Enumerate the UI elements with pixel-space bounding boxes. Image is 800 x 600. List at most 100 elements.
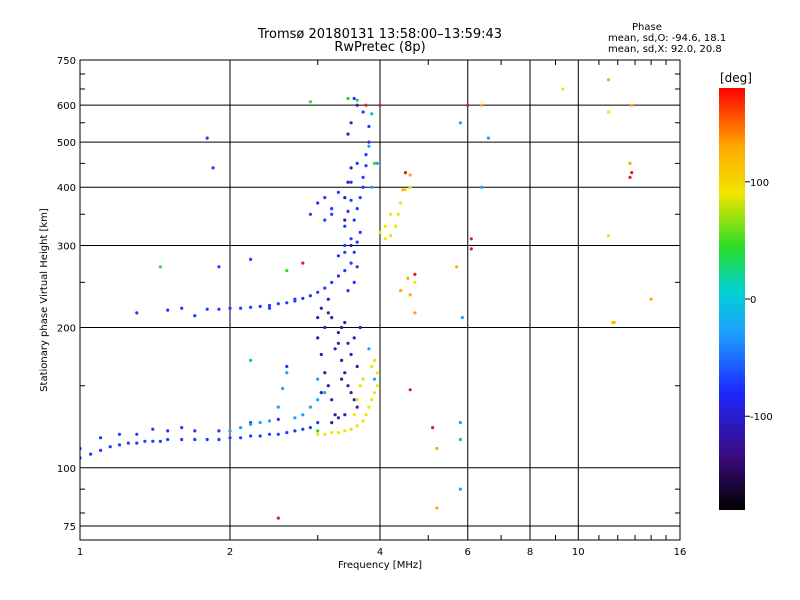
scatter-point — [323, 325, 327, 330]
scatter-point — [293, 429, 297, 433]
scatter-point — [217, 429, 221, 433]
scatter-point — [249, 434, 253, 438]
scatter-point — [389, 212, 393, 216]
scatter-point — [458, 421, 462, 425]
scatter-point — [308, 294, 312, 298]
scatter-point — [340, 377, 344, 381]
scatter-point — [228, 306, 232, 310]
scatter-point — [308, 212, 312, 216]
scatter-point — [346, 289, 350, 293]
scatter-point — [394, 224, 398, 228]
scatter-point — [323, 286, 327, 290]
scatter-point — [343, 320, 347, 325]
scatter-point — [301, 413, 305, 417]
scatter-point — [135, 432, 139, 436]
scatter-point — [308, 405, 312, 409]
scatter-point — [355, 424, 359, 428]
scatter-point — [336, 331, 340, 335]
scatter-point — [330, 280, 334, 284]
scatter-point — [319, 306, 323, 310]
scatter-point — [301, 427, 305, 431]
scatter-point — [326, 311, 330, 315]
scatter-point — [217, 307, 221, 311]
scatter-point — [308, 426, 312, 430]
y-tick-label: 100 — [57, 464, 76, 475]
x-axis-label: Frequency [MHz] — [338, 560, 422, 571]
scatter-point — [249, 358, 253, 362]
scatter-point — [355, 103, 359, 107]
scatter-point — [403, 188, 408, 192]
scatter-point — [343, 413, 347, 417]
scatter-point — [126, 441, 130, 445]
scatter-point — [249, 305, 253, 309]
scatter-points — [80, 78, 653, 520]
scatter-point — [330, 212, 334, 216]
scatter-point — [367, 140, 371, 144]
y-tick-label: 200 — [57, 324, 76, 335]
scatter-point — [361, 175, 365, 179]
scatter-point — [378, 230, 382, 234]
x-tick-label: 2 — [227, 547, 233, 558]
scatter-point — [239, 306, 243, 310]
scatter-point — [323, 218, 327, 222]
scatter-point — [408, 388, 412, 392]
scatter-point — [364, 103, 368, 107]
scatter-point — [180, 437, 184, 442]
scatter-point — [336, 341, 340, 345]
scatter-point — [346, 341, 350, 345]
colorbar-ticks: 100 0 -100 — [745, 178, 773, 423]
scatter-point — [135, 311, 139, 315]
scatter-point — [336, 416, 340, 420]
scatter-point — [352, 413, 356, 417]
scatter-point — [349, 427, 353, 431]
x-tick-label: 10 — [572, 547, 585, 558]
scatter-point — [364, 153, 368, 157]
scatter-point — [383, 224, 387, 228]
scatter-point — [99, 436, 103, 440]
scatter-point — [205, 307, 209, 311]
scatter-point — [349, 180, 353, 184]
scatter-point — [336, 190, 340, 194]
scatter-point — [431, 426, 435, 430]
scatter-point — [612, 320, 616, 325]
scatter-point — [361, 377, 365, 381]
scatter-point — [281, 386, 285, 391]
scatter-point — [205, 437, 209, 442]
scatter-point — [330, 398, 334, 402]
scatter-point — [370, 112, 374, 116]
scatter-point — [323, 391, 327, 395]
scatter-point — [333, 413, 337, 417]
scatter-point — [370, 398, 374, 402]
scatter-point — [166, 437, 170, 442]
scatter-point — [135, 441, 139, 445]
scatter-point — [606, 110, 611, 114]
scatter-point — [346, 209, 350, 213]
scatter-point — [355, 161, 359, 165]
scatter-point — [401, 188, 405, 192]
scatter-point — [352, 280, 356, 284]
scatter-point — [486, 136, 490, 140]
scatter-point — [349, 198, 353, 202]
scatter-point — [319, 391, 323, 395]
scatter-point — [364, 164, 368, 168]
scatter-point — [158, 439, 162, 443]
scatter-point — [166, 429, 170, 433]
scatter-point — [355, 364, 359, 369]
scatter-point — [293, 297, 297, 301]
scatter-point — [358, 325, 362, 330]
scatter-point — [143, 439, 147, 443]
scatter-point — [267, 432, 272, 436]
scatter-point — [628, 161, 632, 165]
scatter-point — [249, 257, 253, 261]
scatter-point — [285, 431, 289, 435]
scatter-point — [346, 132, 350, 136]
scatter-point — [180, 426, 184, 430]
scatter-point — [630, 171, 634, 175]
scatter-point — [117, 443, 122, 447]
scatter-point — [413, 280, 417, 284]
scatter-point — [276, 405, 280, 409]
scatter-point — [606, 234, 611, 238]
scatter-point — [340, 358, 344, 362]
scatter-point — [117, 432, 122, 436]
